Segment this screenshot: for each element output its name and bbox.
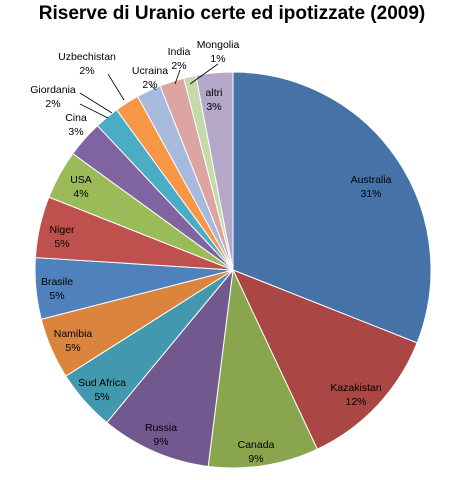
data-label-niger: Niger 5% — [49, 224, 75, 250]
data-label-australia: Australia 31% — [351, 174, 392, 200]
leader-line-uzbechistan — [107, 73, 125, 101]
leader-line-mongolia — [189, 63, 219, 85]
leader-line-giordania — [79, 92, 113, 114]
data-label-brasile: Brasile 5% — [41, 276, 73, 302]
data-label-canada: Canada 9% — [238, 439, 275, 465]
data-label-giordania: Giordania 2% — [30, 84, 76, 110]
data-label-cina: Cina 3% — [65, 112, 87, 138]
data-label-kazakistan: Kazakistan 12% — [330, 382, 382, 408]
data-label-usa: USA 4% — [70, 174, 92, 200]
leader-line-ucraina — [149, 84, 157, 91]
data-label-russia: Russia 9% — [145, 422, 177, 448]
pie-slice-kazakistan — [232, 269, 418, 450]
chart-title: Riserve di Uranio certe ed ipotizzate (2… — [38, 3, 426, 24]
data-label-uzbechistan: Uzbechistan 2% — [58, 51, 116, 77]
pie-slice-australia — [232, 71, 432, 344]
pie-slice-canada — [207, 268, 318, 469]
data-label-india: India 2% — [168, 46, 191, 72]
leader-line-india — [174, 69, 181, 85]
data-label-altri: altri 3% — [206, 87, 223, 113]
data-label-mongolia: Mongolia 1% — [197, 39, 240, 65]
leader-line-cina — [79, 103, 109, 119]
data-label-sud-africa: Sud Africa 5% — [78, 377, 126, 403]
pie-slice-altri — [195, 71, 234, 271]
data-label-namibia: Namibia 5% — [54, 328, 93, 354]
pie-slice-russia — [106, 268, 234, 467]
